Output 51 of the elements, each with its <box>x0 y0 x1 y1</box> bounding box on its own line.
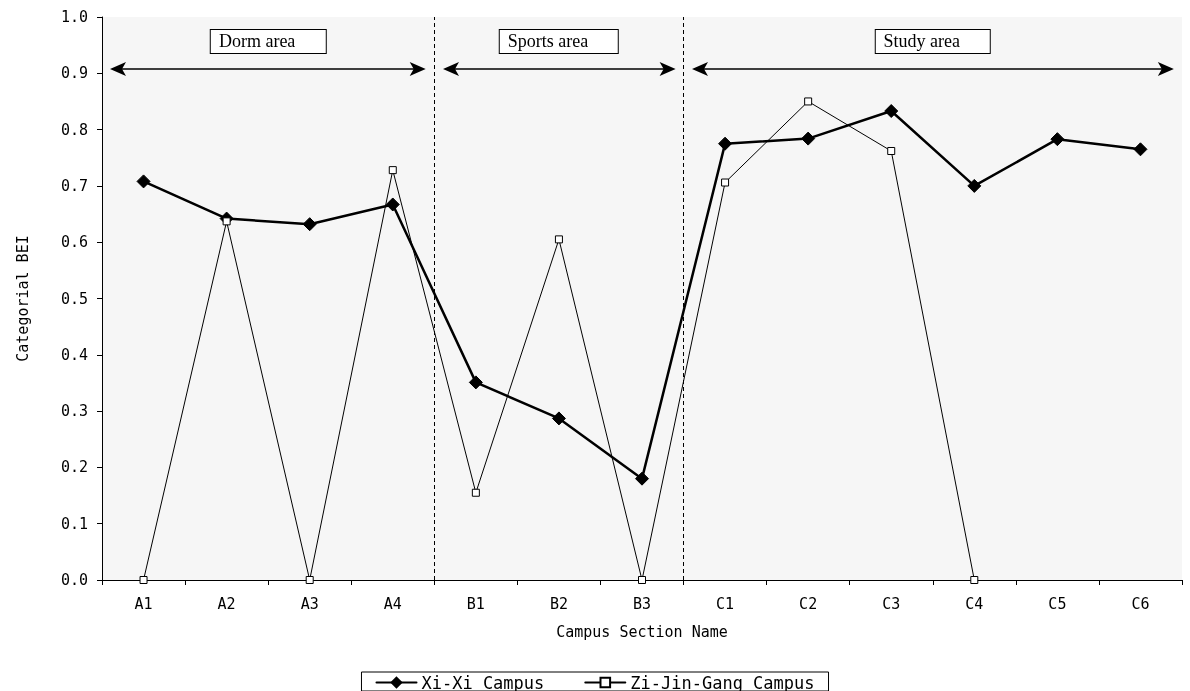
x-tick-label: C1 <box>716 594 735 613</box>
point <box>1133 142 1148 157</box>
point <box>388 166 397 175</box>
point <box>385 197 400 212</box>
y-tick-label: 0.1 <box>60 514 88 533</box>
point <box>305 576 314 584</box>
point <box>884 104 899 119</box>
x-tick-label: C3 <box>882 594 901 613</box>
y-tick-label: 0.9 <box>60 64 88 83</box>
point <box>970 576 979 584</box>
y-tick-label: 0.4 <box>60 345 88 364</box>
point <box>967 178 982 193</box>
point <box>801 131 816 146</box>
y-tick-label: 0.3 <box>60 402 88 421</box>
point <box>721 178 730 187</box>
y-tick-label: 1.0 <box>60 8 88 26</box>
x-tick-label: A2 <box>217 594 236 613</box>
y-tick-label: 0.8 <box>60 120 88 139</box>
point <box>1050 132 1065 147</box>
point <box>638 576 646 584</box>
y-tick-label: 0.7 <box>60 176 88 195</box>
x-axis-title: Campus Section Name <box>556 622 728 641</box>
y-tick-label: 0.2 <box>60 458 88 477</box>
point <box>804 97 813 106</box>
x-tick-label: B2 <box>549 594 568 613</box>
band-label: Study area <box>874 29 992 55</box>
x-tick-label: C2 <box>799 594 818 613</box>
x-tick-label: A4 <box>383 594 402 613</box>
y-tick-label: 0.5 <box>60 289 88 308</box>
point <box>136 174 151 189</box>
band-label: Dorm area <box>209 29 327 55</box>
point <box>471 488 480 497</box>
x-tick-label: B3 <box>632 594 652 613</box>
point <box>718 136 733 151</box>
x-tick-label: C5 <box>1048 594 1067 613</box>
x-tick-label: B1 <box>466 594 485 613</box>
x-tick-label: A3 <box>300 594 319 613</box>
y-axis-title: Categorial BEI <box>13 235 32 362</box>
y-tick-label: 0.6 <box>60 233 88 252</box>
point <box>302 217 317 232</box>
x-tick-label: C4 <box>965 594 984 613</box>
point <box>554 235 563 244</box>
band-label: Sports area <box>498 29 620 55</box>
point <box>635 471 649 486</box>
point <box>468 375 483 390</box>
y-tick-label: 0.0 <box>60 571 88 589</box>
x-tick-label: A1 <box>134 594 153 613</box>
point <box>139 576 148 584</box>
x-tick-label: C6 <box>1131 594 1150 613</box>
point <box>887 146 896 155</box>
point <box>551 411 566 426</box>
